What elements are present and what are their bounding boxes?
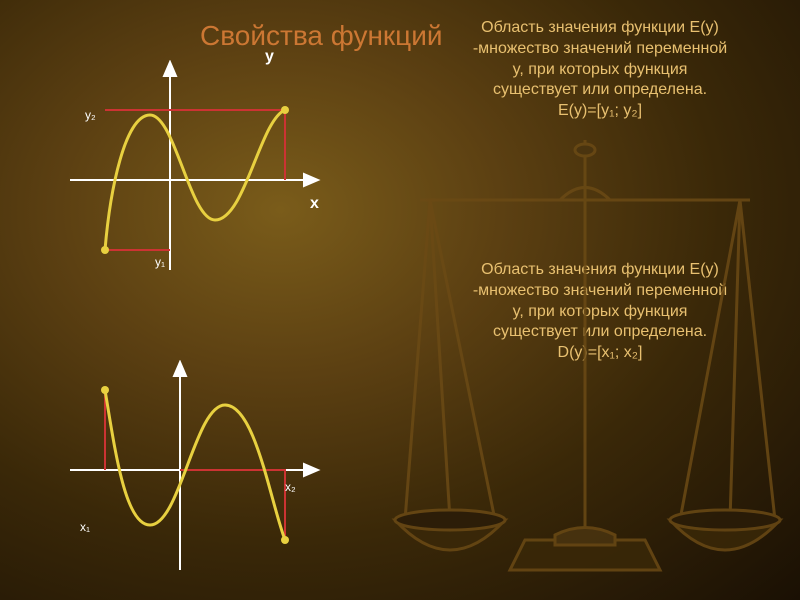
graph-2 (50, 360, 330, 585)
text-line: существует или определена. (420, 80, 780, 101)
y1-label: y₁ (155, 255, 165, 269)
slide-title: Свойства функций (200, 20, 442, 52)
y2-label: y₂ (85, 108, 96, 122)
text-line: Область значения функции E(y) (420, 18, 780, 39)
graph-1-svg (50, 60, 330, 280)
y-axis-label: y (265, 48, 274, 66)
x1-label: x₁ (80, 520, 90, 534)
definition-block-1: Область значения функции E(y) -множество… (420, 18, 780, 122)
x-axis-label: x (310, 195, 319, 213)
scale-decoration (380, 140, 790, 590)
graph-1 (50, 60, 330, 285)
x2-label: x₂ (285, 480, 296, 494)
text-line: -множество значений переменной (420, 39, 780, 60)
text-line: y, при которых функция (420, 60, 780, 81)
formula: E(y)=[y₁; y₂] (420, 101, 780, 122)
graph-2-svg (50, 360, 330, 580)
